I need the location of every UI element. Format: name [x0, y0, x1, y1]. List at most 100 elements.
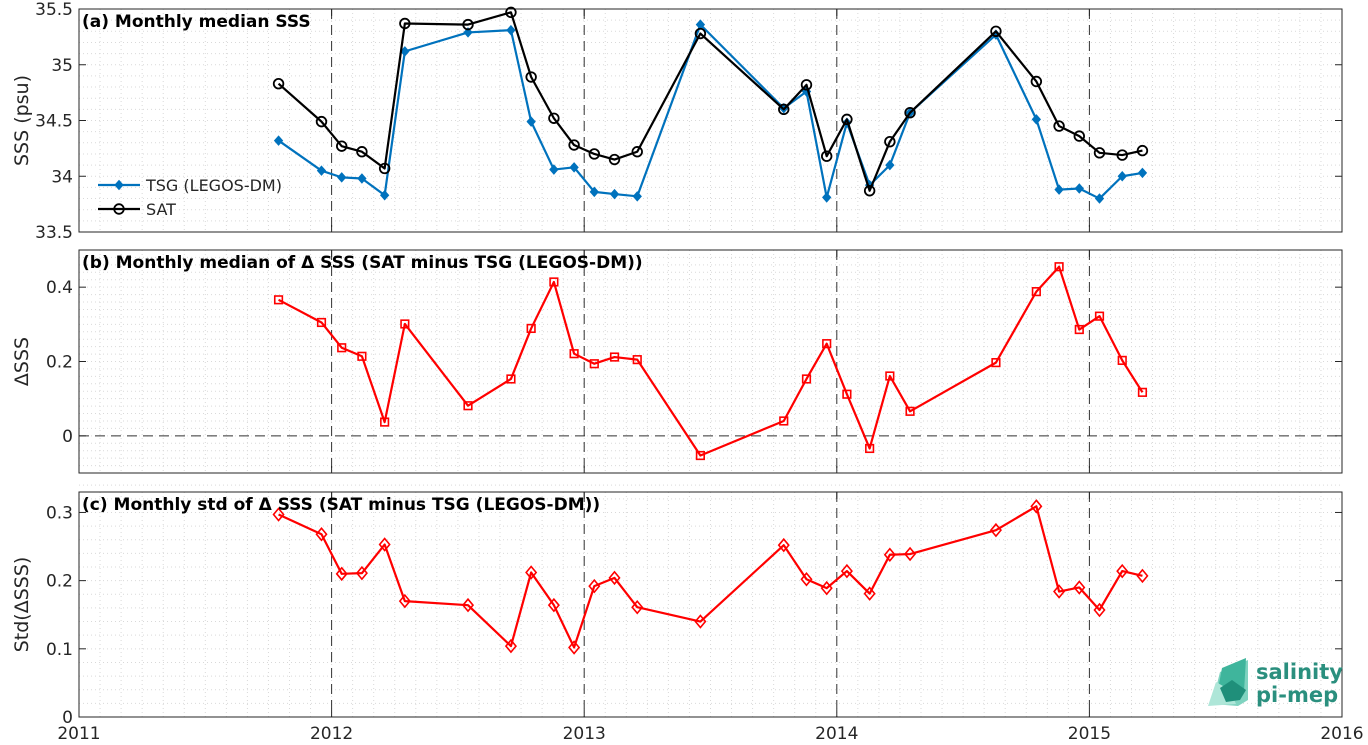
- series-line: [277, 11, 1143, 192]
- data-point: [505, 6, 517, 19]
- panel-1: 33.5 34 34.5 35 35.5 SSS (psu) (a) Monthly med…: [11, 0, 1343, 243]
- data-point: [609, 352, 620, 362]
- data-point: [588, 578, 601, 594]
- data-point: [525, 71, 537, 83]
- legend-marker: [113, 203, 125, 215]
- series-tsg-legos-dm-: [273, 19, 1148, 204]
- data-point: [549, 277, 559, 287]
- data-point: [632, 355, 642, 365]
- data-point: [1116, 149, 1128, 161]
- y-tick-label: 0.2: [46, 572, 73, 592]
- data-point: [863, 586, 876, 601]
- panel-2-axes: [78, 249, 1343, 474]
- series-line: [278, 265, 1144, 457]
- data-point: [1031, 287, 1041, 297]
- series-sat: [272, 6, 1149, 197]
- data-point: [568, 139, 580, 151]
- data-point: [1030, 499, 1043, 514]
- data-point: [400, 319, 410, 329]
- x-tick-label: 2014: [815, 724, 858, 744]
- data-point: [800, 572, 813, 587]
- y-tick-label: 0.2: [46, 353, 73, 373]
- data-point: [337, 172, 347, 183]
- data-point: [569, 162, 579, 173]
- data-point: [885, 371, 895, 381]
- data-point: [335, 566, 348, 582]
- data-point: [842, 389, 852, 399]
- legend: TSG (LEGOS-DM) SAT: [98, 176, 282, 219]
- data-point: [1054, 184, 1064, 195]
- data-point: [1053, 584, 1066, 599]
- data-point: [399, 17, 411, 30]
- data-point: [1030, 75, 1043, 88]
- data-point: [1117, 355, 1127, 365]
- data-point: [1074, 324, 1084, 335]
- data-point: [779, 416, 789, 426]
- data-point: [463, 401, 473, 411]
- y-tick-label: 35: [51, 56, 73, 76]
- y-tick-label: 35.5: [35, 0, 73, 20]
- salinity-pimep-logo: salinity pi-mep: [1208, 658, 1343, 707]
- data-point: [1094, 311, 1105, 321]
- logo-text-salinity: salinity: [1256, 660, 1343, 684]
- data-point: [1093, 147, 1106, 159]
- y-tick-label: 0.4: [46, 278, 73, 298]
- x-tick-label: 2016: [1320, 724, 1363, 744]
- data-point: [1137, 167, 1148, 179]
- data-point: [778, 103, 790, 116]
- panel-2-grid: [78, 249, 1343, 474]
- data-point: [547, 597, 560, 613]
- data-point: [506, 374, 516, 384]
- data-point: [273, 295, 284, 305]
- data-point: [905, 406, 915, 416]
- x-tick-label: 2011: [57, 724, 100, 744]
- panel-3-axes: [78, 491, 1343, 718]
- y-tick-label: 34: [51, 167, 73, 187]
- data-point: [631, 146, 643, 158]
- data-point: [885, 159, 895, 171]
- data-point: [569, 349, 579, 359]
- data-point: [1136, 144, 1149, 157]
- data-point: [1137, 387, 1148, 397]
- data-point: [883, 547, 896, 562]
- data-point: [548, 112, 560, 124]
- x-tick-label: 2015: [1068, 724, 1111, 744]
- data-point: [526, 116, 536, 127]
- data-point: [337, 343, 347, 353]
- data-point: [631, 599, 644, 615]
- data-point: [525, 565, 538, 580]
- data-point: [1094, 193, 1105, 204]
- data-point: [820, 150, 833, 162]
- y-axis-label: Std(ΔSSS): [11, 557, 33, 653]
- panel-3-grid: [78, 484, 1343, 718]
- data-point: [904, 546, 917, 562]
- data-point: [355, 565, 368, 581]
- data-point: [863, 185, 876, 197]
- data-point: [588, 148, 601, 160]
- data-point: [1074, 183, 1084, 194]
- data-point: [632, 191, 642, 202]
- data-point: [316, 317, 327, 328]
- data-point: [989, 522, 1002, 538]
- data-point: [609, 188, 620, 200]
- data-point: [378, 162, 391, 175]
- data-point: [316, 165, 327, 176]
- data-point: [904, 106, 916, 119]
- data-point: [398, 593, 411, 609]
- data-point: [357, 173, 367, 184]
- logo-text-pimep: pi-mep: [1256, 683, 1338, 707]
- x-tick-label: 2013: [563, 724, 606, 744]
- data-point: [1073, 580, 1086, 595]
- y-tick-label: 0.3: [46, 503, 73, 523]
- data-point: [822, 339, 832, 349]
- y-tick-label: 0: [62, 427, 73, 447]
- data-point: [695, 450, 705, 461]
- data-point: [1136, 568, 1149, 584]
- data-point: [506, 24, 516, 36]
- data-point: [315, 115, 328, 128]
- data-point: [990, 25, 1002, 38]
- data-point: [357, 351, 367, 361]
- data-point: [800, 79, 813, 91]
- data-point: [461, 597, 475, 613]
